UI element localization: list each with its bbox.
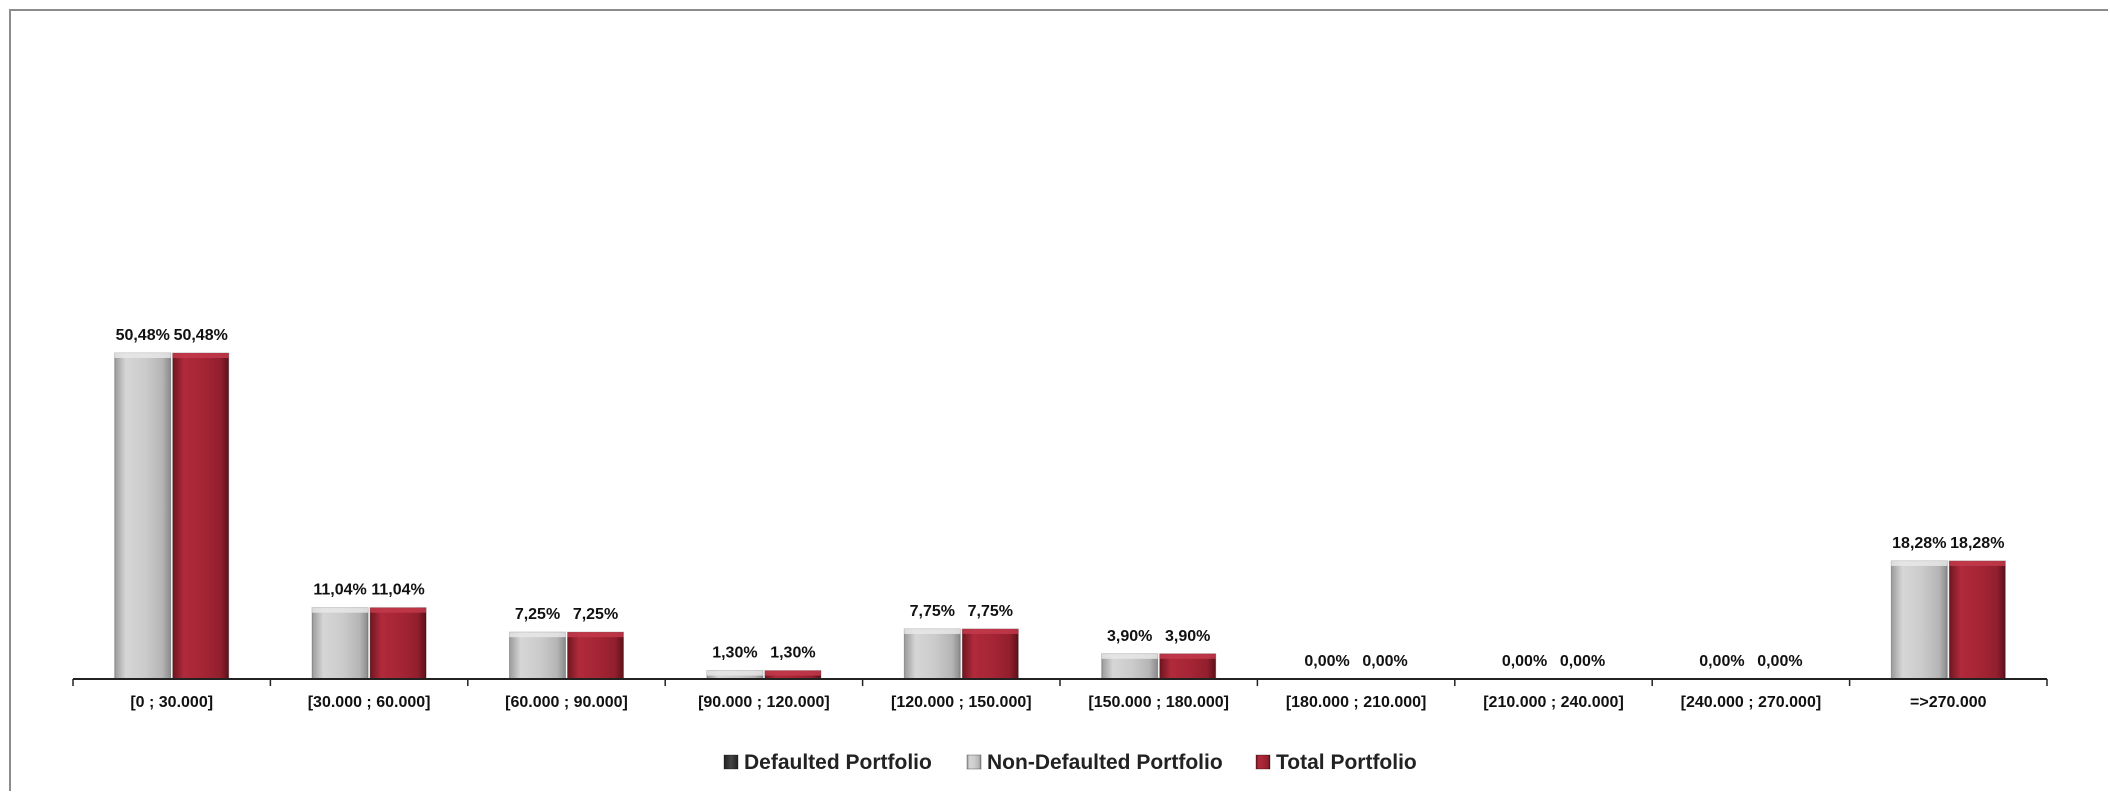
data-label: 50,48% <box>116 327 170 344</box>
bar-total-portfolio <box>567 631 624 680</box>
data-label: 0,00% <box>1502 653 1547 670</box>
bar-top-bevel <box>509 632 566 638</box>
data-label: 0,00% <box>1699 653 1744 670</box>
x-tick-label: [240.000 ; 270.000] <box>1681 694 1822 711</box>
bar-top-bevel <box>706 670 763 676</box>
data-label: 3,90% <box>1107 628 1152 645</box>
data-label: 7,25% <box>573 606 618 623</box>
bars-layer: 50,48% 50,48% 11,04% 11,04% 7,25% 7,25% 1,30% 1… <box>114 327 2006 680</box>
chart-frame <box>9 9 2108 791</box>
data-label: 1,30% <box>770 645 815 662</box>
bar-top-bevel <box>1101 653 1158 659</box>
data-label: 11,04% <box>371 582 424 599</box>
bar-top-bevel <box>312 607 369 613</box>
legend-label: Non-Defaulted Portfolio <box>987 751 1223 774</box>
bar-total-portfolio <box>1948 560 2006 680</box>
bar-top-bevel <box>567 632 624 638</box>
x-tick-label: [150.000 ; 180.000] <box>1088 694 1229 711</box>
data-label: 7,75% <box>968 603 1013 620</box>
data-label: 50,48% <box>174 327 228 344</box>
x-tick-label: [60.000 ; 90.000] <box>505 694 628 711</box>
data-label: 11,04% <box>313 582 366 599</box>
data-label: 0,00% <box>1757 653 1802 670</box>
data-label: 0,00% <box>1304 653 1349 670</box>
x-tick-label: [30.000 ; 60.000] <box>308 694 431 711</box>
legend-label: Total Portfolio <box>1276 751 1417 774</box>
data-label: 7,75% <box>910 603 955 620</box>
bar-top-bevel <box>764 670 821 676</box>
data-label: 7,25% <box>515 606 560 623</box>
bar-top-bevel <box>1159 653 1216 659</box>
legend-label: Defaulted Portfolio <box>744 751 932 774</box>
bar-non-defaulted-portfolio <box>114 352 172 680</box>
x-tick-label: [210.000 ; 240.000] <box>1483 694 1624 711</box>
legend-swatch <box>1255 754 1271 770</box>
bar-non-defaulted-portfolio <box>903 628 961 680</box>
bar-total-portfolio <box>961 628 1019 680</box>
bar-top-bevel <box>370 607 427 613</box>
bar-total-portfolio <box>369 607 427 680</box>
x-tick-label: =>270.000 <box>1910 694 1987 711</box>
legend: Defaulted Portfolio Non-Defaulted Portfol… <box>723 751 1417 774</box>
bar-non-defaulted-portfolio <box>509 631 566 680</box>
x-tick-label: [0 ; 30.000] <box>130 694 213 711</box>
x-tick-label: [90.000 ; 120.000] <box>698 694 830 711</box>
bar-top-bevel <box>1949 560 2006 566</box>
bar-total-portfolio <box>172 352 230 680</box>
legend-swatch <box>966 754 982 770</box>
legend-swatch <box>723 754 739 770</box>
data-label: 0,00% <box>1362 653 1407 670</box>
x-tick-label: [180.000 ; 210.000] <box>1286 694 1427 711</box>
data-label: 3,90% <box>1165 628 1210 645</box>
bar-top-bevel <box>114 353 171 358</box>
bar-top-bevel <box>904 628 961 634</box>
bar-top-bevel <box>1891 560 1948 566</box>
x-axis: [0 ; 30.000] [30.000 ; 60.000] [60.000 ; 9… <box>72 678 2048 711</box>
bar-top-bevel <box>172 353 229 358</box>
bar-non-defaulted-portfolio <box>311 607 369 680</box>
data-label: 0,00% <box>1560 653 1605 670</box>
bar-top-bevel <box>962 628 1019 634</box>
data-label: 18,28% <box>1892 535 1946 552</box>
data-label: 18,28% <box>1950 535 2004 552</box>
x-tick-label: [120.000 ; 150.000] <box>891 694 1032 711</box>
data-label: 1,30% <box>712 645 757 662</box>
bar-non-defaulted-portfolio <box>1890 560 1948 680</box>
